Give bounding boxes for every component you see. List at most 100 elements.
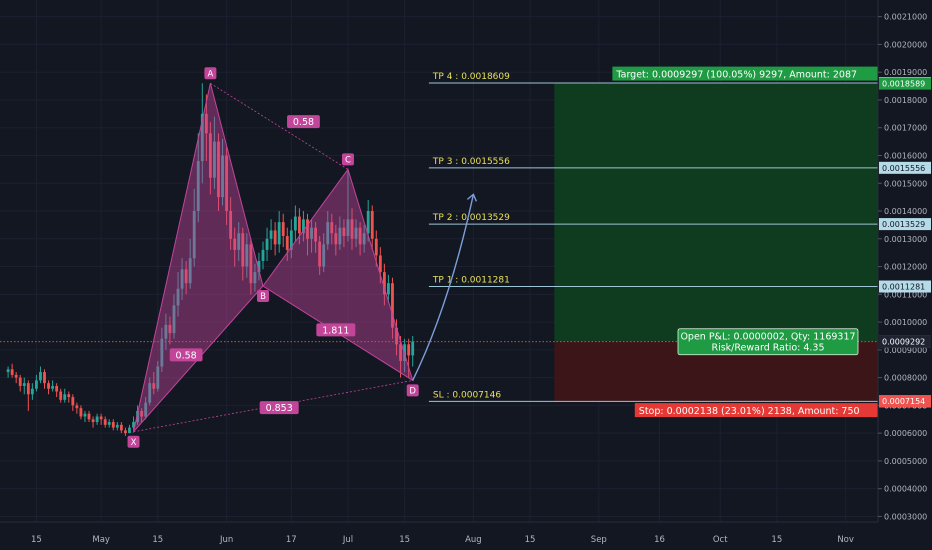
point-label-bg [341, 153, 354, 166]
candle-body [140, 410, 144, 417]
candle-body [196, 161, 200, 212]
candle-body [374, 238, 378, 256]
candle [87, 410, 91, 423]
pattern-point-c[interactable]: C [341, 153, 354, 166]
pattern-point-a[interactable]: A [204, 67, 217, 80]
ratio-label: 1.811 [316, 323, 356, 337]
candle [115, 422, 119, 431]
candle [306, 213, 309, 256]
candle [43, 369, 46, 389]
candle-body [225, 155, 228, 212]
time-tick-label: 15 [525, 535, 536, 545]
candle [253, 263, 257, 292]
time-tick-label: May [92, 535, 110, 545]
profit-zone [554, 83, 878, 342]
candle-body [306, 219, 309, 239]
candle-body [67, 394, 71, 398]
candle [346, 169, 350, 242]
point-label-bg [204, 67, 217, 80]
candle-body [18, 377, 22, 386]
open-pnl-box [677, 328, 859, 356]
candle [378, 247, 382, 284]
candle [370, 205, 374, 250]
level-label: TP 1 : 0.0011281 [432, 276, 510, 286]
candle [297, 208, 301, 245]
candle-body [382, 272, 386, 295]
time-tick-label: 17 [286, 535, 297, 545]
price-tick-label: 0.0004000 [884, 485, 927, 494]
point-label-bg [406, 384, 419, 397]
candle-body [43, 372, 46, 384]
candle-body [358, 227, 362, 245]
candle-body [318, 241, 322, 267]
candle [75, 402, 79, 414]
price-badge-bg [879, 161, 931, 174]
candle [91, 416, 95, 428]
candle [39, 366, 42, 384]
price-tick-label: 0.0012000 [884, 263, 927, 272]
price-axis-badge: 0.0007154 [879, 395, 931, 408]
candle-body [103, 419, 107, 425]
candles [6, 83, 415, 436]
time-tick-label: Jun [219, 535, 233, 545]
candle-body [265, 238, 269, 250]
time-axis[interactable]: 15 May 15 Jun 17 Jul 15 Aug 15 Sep 16 Oct 15 Nov [0, 521, 878, 545]
price-axis-badge: 0.0009292 [879, 335, 931, 348]
candle [204, 94, 208, 162]
candle-body [281, 222, 285, 237]
candle [208, 122, 212, 195]
candle [47, 380, 50, 395]
candle-body [407, 344, 411, 356]
candle [51, 380, 55, 392]
ratio-label-bg [169, 348, 203, 362]
price-tick-label: 0.0006000 [884, 429, 927, 438]
candle [160, 327, 164, 373]
candle-body [107, 422, 111, 425]
candle-body [233, 238, 237, 250]
price-tick-label: 0.0008000 [884, 374, 927, 383]
candle [387, 274, 390, 303]
candle-body [144, 402, 148, 417]
candle-body [132, 422, 135, 428]
pattern-point-b[interactable]: B [256, 289, 269, 302]
candle [128, 424, 131, 434]
time-tick-label: 15 [152, 535, 163, 545]
candle [326, 211, 330, 250]
candle-body [124, 430, 127, 434]
candle [241, 227, 245, 281]
candle-body [200, 113, 204, 162]
candle [261, 241, 265, 270]
ratio-label-text: 0.853 [266, 403, 293, 414]
pattern-point-x[interactable]: X [127, 435, 140, 448]
candle [95, 413, 99, 425]
price-tick-label: 0.0016000 [884, 151, 927, 160]
candle-body [229, 211, 233, 239]
candle [83, 410, 87, 423]
candle [245, 233, 249, 278]
candle [399, 335, 402, 378]
price-tick-label: 0.0019000 [884, 68, 927, 77]
candle [132, 416, 135, 431]
candle-body [51, 385, 55, 389]
price-tick-label: 0.0013000 [884, 235, 927, 244]
price-tick-label: 0.0010000 [884, 318, 927, 327]
candle-body [217, 141, 220, 198]
candle-body [399, 344, 402, 361]
position-info: Target: 0.0009297 (100.05%) 9297, Amount… [612, 66, 878, 418]
candle [30, 383, 34, 400]
candle [257, 252, 261, 281]
price-tick-label: 0.0020000 [884, 40, 927, 49]
price-axis[interactable]: 0.0021000 0.0020000 0.0019000 0.0018000 0.00… [877, 0, 931, 522]
price-tick-label: 0.0005000 [884, 457, 927, 466]
candle-body [95, 416, 99, 423]
candle [124, 427, 127, 436]
harmonic-pattern[interactable]: 0.58 0.58 1.811 0.853 X A B C D [127, 67, 478, 448]
pattern-point-d[interactable]: D [406, 384, 419, 397]
candle-body [188, 258, 192, 284]
candle-body [176, 288, 180, 306]
candle-body [87, 413, 91, 420]
candle [213, 116, 216, 189]
candle-body [128, 427, 131, 434]
time-tick-label: Aug [465, 535, 482, 545]
